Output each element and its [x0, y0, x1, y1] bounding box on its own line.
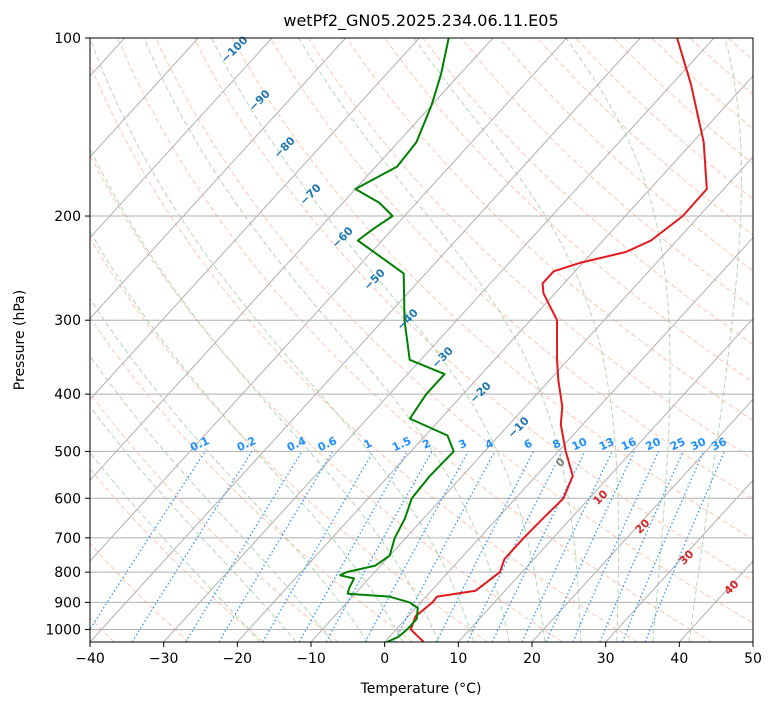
y-tick-label: 300: [54, 313, 81, 329]
x-tick-label: 20: [523, 651, 541, 667]
x-tick-label: −10: [296, 651, 326, 667]
y-tick-label: 700: [54, 531, 81, 547]
y-tick-label: 100: [54, 31, 81, 47]
y-tick-label: 900: [54, 595, 81, 611]
y-tick-label: 1000: [45, 622, 81, 638]
x-tick-label: 10: [449, 651, 467, 667]
x-tick-label: 30: [597, 651, 615, 667]
x-tick-label: 0: [380, 651, 389, 667]
y-tick-label: 400: [54, 387, 81, 403]
y-tick-label: 200: [54, 209, 81, 225]
x-axis-label: Temperature (°C): [360, 681, 482, 697]
y-tick-label: 600: [54, 491, 81, 507]
y-tick-label: 800: [54, 565, 81, 581]
x-tick-label: −30: [149, 651, 179, 667]
y-axis-label: Pressure (hPa): [12, 290, 28, 390]
chart-title: wetPf2_GN05.2025.234.06.11.E05: [283, 11, 558, 31]
x-tick-label: 40: [670, 651, 688, 667]
x-tick-label: −20: [223, 651, 253, 667]
y-tick-label: 500: [54, 444, 81, 460]
x-tick-label: 50: [744, 651, 762, 667]
x-tick-label: −40: [75, 651, 105, 667]
